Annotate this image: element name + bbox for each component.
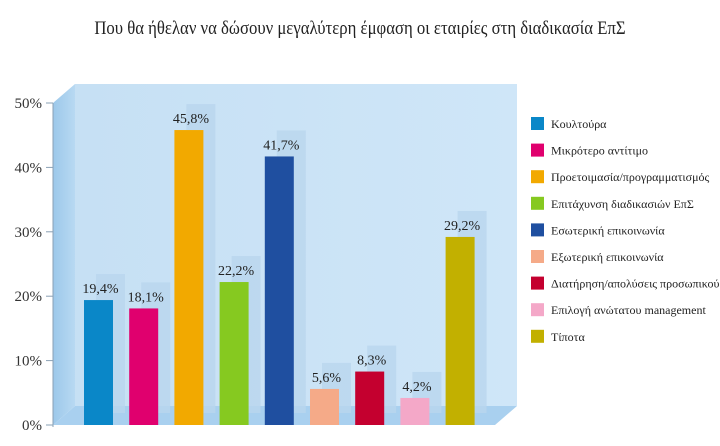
bar-group: 45,8% (173, 104, 216, 425)
legend-swatch (531, 117, 544, 130)
legend-swatch (531, 143, 544, 157)
bar (400, 397, 430, 425)
y-axis: 0% 10% 20% 30% 40% 50% (15, 96, 53, 434)
bar-group: 18,1% (128, 282, 171, 425)
legend-swatch (531, 303, 544, 317)
legend-entry: Προετοιμασία/προγραμματισμός (551, 170, 710, 184)
bar (129, 308, 159, 425)
legend-swatch (531, 329, 544, 343)
bar-group: 41,7% (263, 130, 306, 425)
data-label: 18,1% (128, 290, 165, 305)
legend-entry: Κουλτούρα (551, 117, 607, 131)
y-tick-label: 30% (15, 225, 43, 241)
bar (174, 130, 204, 425)
data-label: 45,8% (173, 112, 210, 127)
bar (84, 300, 113, 425)
bars: 19,4% 18,1% 45,8% 22,2% 41,7% 5,6% 8,3% 4,2% 29,… (82, 104, 487, 425)
data-label: 29,2% (444, 219, 481, 234)
data-label: 4,2% (402, 380, 432, 395)
legend-swatch (531, 276, 544, 290)
bar (310, 388, 339, 425)
bar-group: 8,3% (355, 345, 397, 425)
y-tick-label: 0% (22, 418, 42, 434)
bar-group: 29,2% (444, 210, 487, 425)
bar-group: 5,6% (310, 362, 351, 425)
bar-group: 4,2% (400, 371, 442, 425)
bar-group: 19,4% (82, 274, 125, 425)
data-label: 41,7% (263, 138, 300, 153)
legend: Κουλτούρα Μικρότερο αντίτιμο Προετοιμασία/… (520, 110, 720, 360)
bar (445, 236, 475, 425)
data-label: 19,4% (82, 282, 119, 297)
data-label: 5,6% (312, 371, 342, 386)
legend-swatch (531, 196, 544, 210)
chart-title: Που θα ήθελαν να δώσουν μεγαλύτερη έμφασ… (94, 18, 626, 39)
y-tick-label: 20% (15, 289, 43, 305)
legend-entry: Τίποτα (551, 330, 585, 344)
y-tick-label: 10% (15, 354, 43, 370)
legend-entry: Εξωτερική επικοινωνία (551, 250, 664, 264)
data-label: 8,3% (357, 354, 387, 369)
side-wall (53, 84, 75, 425)
y-tick-label: 40% (15, 160, 43, 176)
legend-swatch (531, 250, 544, 263)
y-tick-label: 50% (15, 96, 43, 112)
bar-group: 22,2% (218, 256, 261, 425)
legend-box (520, 110, 716, 360)
legend-entry: Διατήρηση/απολύσεις προσωπικού (551, 277, 720, 291)
legend-entry: Εσωτερική επικοινωνία (551, 223, 665, 237)
data-label: 22,2% (218, 264, 255, 279)
legend-entry: Επιτάχυνση διαδικασιών ΕπΣ (551, 197, 694, 211)
bar (264, 156, 294, 425)
legend-swatch (531, 223, 544, 237)
legend-entry: Επιλογή ανώτατου management (551, 303, 706, 317)
bar (355, 371, 385, 425)
bar (219, 282, 249, 425)
legend-swatch (531, 170, 544, 184)
legend-entry: Μικρότερο αντίτιμο (551, 144, 648, 158)
